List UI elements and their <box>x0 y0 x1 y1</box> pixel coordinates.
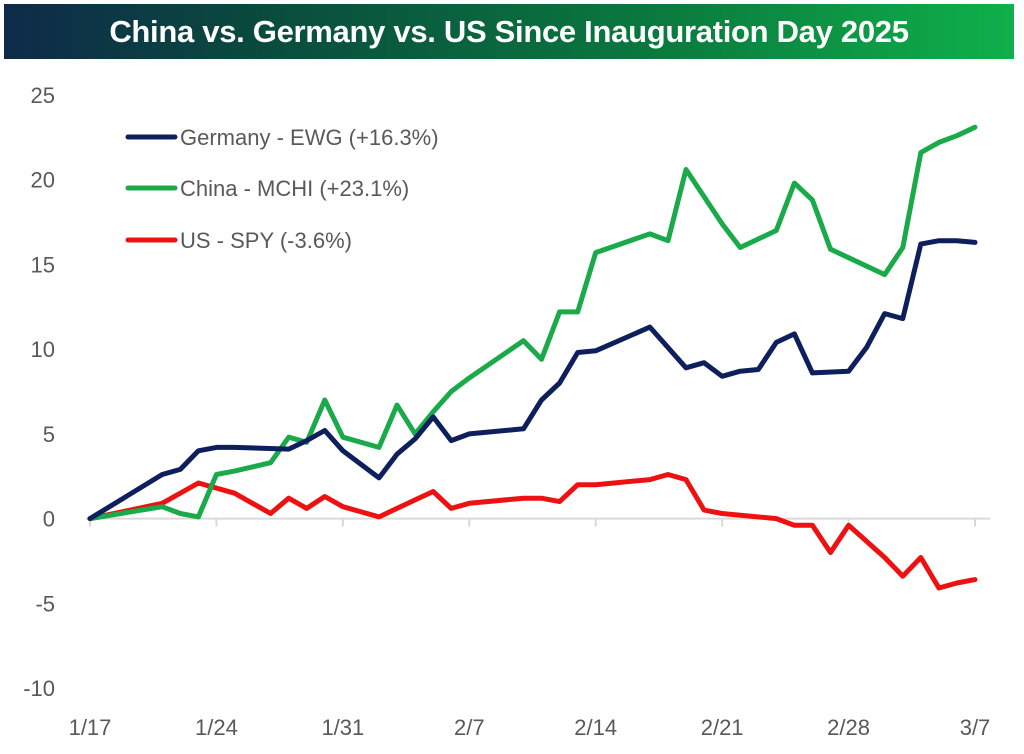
x-tick-label: 2/14 <box>574 715 617 740</box>
x-tick-label: 2/28 <box>827 715 870 740</box>
legend-label: China - MCHI (+23.1%) <box>180 176 409 201</box>
series-line-china <box>87 124 978 522</box>
legend-item-germany: Germany - EWG (+16.3%) <box>125 125 439 150</box>
y-tick-label: -5 <box>35 591 55 616</box>
x-tick-label: 3/7 <box>960 715 991 740</box>
series-line-us <box>87 472 978 591</box>
legend-item-us: US - SPY (-3.6%) <box>125 228 352 253</box>
legend-label: Germany - EWG (+16.3%) <box>180 125 439 150</box>
x-tick-label: 1/31 <box>321 715 364 740</box>
legend-label: US - SPY (-3.6%) <box>180 228 352 253</box>
series-lines <box>87 124 978 591</box>
y-tick-label: 5 <box>43 422 55 447</box>
y-tick-label: 15 <box>31 252 55 277</box>
x-tick-label: 2/21 <box>701 715 744 740</box>
axes: 25 20 15 10 5 0 -5 -10 1/17 1/24 1/31 2/7 2/14 2/21 2/… <box>23 83 990 740</box>
series-line-germany <box>87 238 978 522</box>
y-tick-label: 10 <box>31 337 55 362</box>
legend-item-china: China - MCHI (+23.1%) <box>125 176 409 201</box>
y-tick-label: 25 <box>31 83 55 108</box>
legend: Germany - EWG (+16.3%) China - MCHI (+23.… <box>125 125 439 253</box>
x-tick-label: 1/17 <box>69 715 112 740</box>
y-tick-label: 0 <box>43 507 55 532</box>
y-tick-label: -10 <box>23 676 55 701</box>
y-tick-label: 20 <box>31 168 55 193</box>
chart-title-banner: China vs. Germany vs. US Since Inaugurat… <box>4 4 1014 59</box>
chart-title: China vs. Germany vs. US Since Inaugurat… <box>109 13 909 49</box>
x-tick-label: 1/24 <box>195 715 238 740</box>
x-tick-label: 2/7 <box>454 715 485 740</box>
